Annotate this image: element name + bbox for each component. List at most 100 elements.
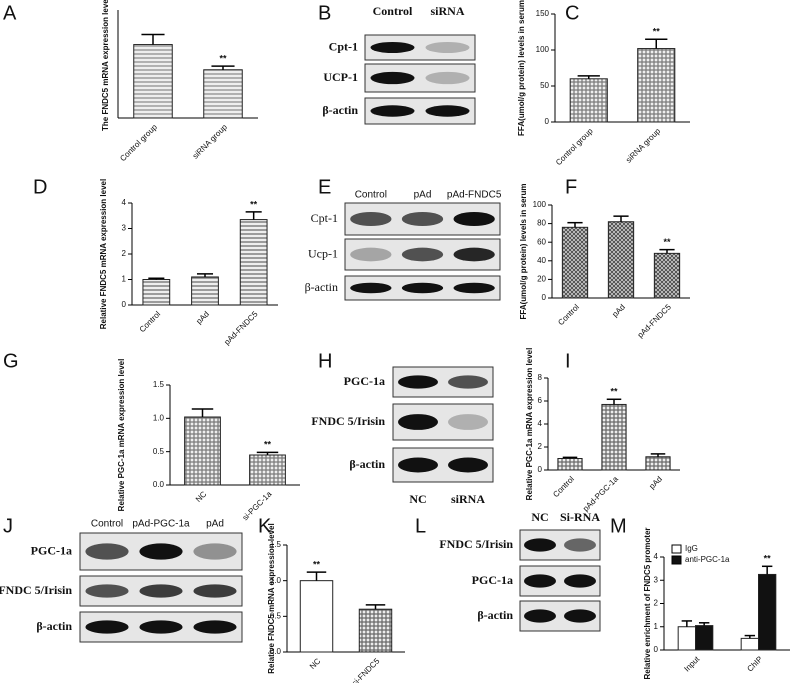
y-axis-label: Relative FNDC5 mRNA expression level bbox=[99, 179, 108, 329]
bar bbox=[184, 416, 221, 486]
error-bar bbox=[567, 221, 583, 228]
bar bbox=[239, 219, 268, 306]
x-tick-label: pAd bbox=[194, 310, 210, 326]
x-tick-label: Control group bbox=[118, 122, 159, 163]
error-bar bbox=[148, 277, 165, 280]
row-label: β-actin bbox=[477, 608, 513, 622]
legend-label: anti-PGC-1a bbox=[685, 555, 730, 564]
y-axis-label: FFA(umol/g protein) levels in serum bbox=[517, 0, 526, 136]
x-tick-label: NC bbox=[308, 656, 323, 671]
lane-label: Control bbox=[91, 519, 123, 530]
panel-letter: J bbox=[3, 515, 13, 537]
band bbox=[350, 211, 392, 227]
row-label: β-actin bbox=[305, 280, 338, 294]
significance: ** bbox=[663, 237, 671, 247]
row-label: FNDC 5/Irisin bbox=[439, 537, 513, 551]
y-axis-label: Relative PGC-1a mRNA expression level bbox=[525, 348, 534, 501]
row-label: PGC-1a bbox=[31, 543, 72, 557]
band bbox=[401, 282, 444, 294]
lane-label: NC bbox=[409, 492, 426, 506]
row-label: β-actin bbox=[322, 103, 358, 117]
y-tick-label: 150 bbox=[536, 9, 550, 18]
significance: ** bbox=[610, 387, 618, 397]
panel-letter: K bbox=[258, 515, 272, 537]
x-tick-label: pAd bbox=[647, 475, 663, 491]
y-tick-label: 3 bbox=[122, 224, 127, 233]
y-tick-label: 2 bbox=[122, 249, 127, 258]
y-tick-label: 0 bbox=[654, 645, 659, 654]
panel-letter: B bbox=[318, 2, 331, 24]
significance: ** bbox=[219, 54, 227, 64]
band bbox=[398, 457, 438, 473]
legend-swatch bbox=[671, 544, 682, 554]
x-tick-label: Control bbox=[556, 302, 581, 327]
band bbox=[564, 609, 596, 623]
significance: ** bbox=[764, 554, 772, 564]
y-tick-label: 1.0 bbox=[270, 576, 282, 585]
y-tick-label: 80 bbox=[537, 219, 546, 228]
row-label: PGC-1a bbox=[344, 374, 385, 388]
bar bbox=[142, 279, 171, 306]
error-bar bbox=[613, 215, 629, 222]
x-tick-label: pAd bbox=[610, 303, 626, 319]
band bbox=[564, 574, 596, 588]
bar bbox=[133, 44, 173, 119]
panel-letter: D bbox=[33, 176, 47, 198]
band bbox=[85, 584, 129, 598]
y-tick-label: 4 bbox=[538, 419, 543, 428]
y-tick-label: 0.5 bbox=[153, 447, 165, 456]
bar bbox=[601, 403, 627, 471]
band bbox=[401, 211, 444, 227]
y-tick-label: 0.5 bbox=[270, 611, 282, 620]
y-axis-label: Relative PGC-1a mRNA expression level bbox=[117, 359, 126, 512]
bar bbox=[561, 226, 589, 299]
error-bar bbox=[659, 248, 675, 254]
panel-letter: E bbox=[318, 176, 331, 198]
panel-letter: I bbox=[565, 350, 571, 372]
y-tick-label: 60 bbox=[537, 237, 546, 246]
x-tick-label: ChIP bbox=[745, 655, 764, 674]
band bbox=[139, 584, 183, 598]
error-bar bbox=[211, 65, 235, 70]
bar bbox=[299, 580, 334, 653]
panel-letter: C bbox=[565, 2, 579, 24]
y-tick-label: 4 bbox=[654, 552, 659, 561]
band bbox=[350, 247, 392, 262]
lane-label: siRNA bbox=[451, 492, 485, 506]
band bbox=[350, 282, 392, 294]
error-bar bbox=[577, 75, 600, 79]
y-tick-label: 4 bbox=[122, 198, 127, 207]
band bbox=[370, 71, 415, 85]
y-tick-label: 2 bbox=[654, 599, 659, 608]
y-tick-label: 1.0 bbox=[153, 413, 165, 422]
error-bar bbox=[306, 571, 327, 581]
y-axis-label: Relative FNDC5 mRNA expression level bbox=[267, 523, 276, 673]
row-label: Cpt-1 bbox=[329, 39, 358, 53]
panel-letter: F bbox=[565, 176, 577, 198]
bar bbox=[191, 276, 219, 306]
y-tick-label: 40 bbox=[537, 256, 546, 265]
y-tick-label: 3 bbox=[654, 575, 659, 584]
y-tick-label: 50 bbox=[540, 81, 549, 90]
band bbox=[193, 543, 237, 560]
error-bar bbox=[650, 453, 666, 457]
band bbox=[453, 211, 495, 227]
panel-letter: A bbox=[3, 2, 17, 24]
lane-label: Si-RNA bbox=[560, 510, 600, 524]
panel-letter: H bbox=[318, 350, 332, 372]
legend-swatch bbox=[671, 555, 682, 565]
y-tick-label: 100 bbox=[536, 45, 550, 54]
panel-letter: L bbox=[415, 515, 426, 537]
y-tick-label: 0.0 bbox=[270, 647, 282, 656]
row-label: β-actin bbox=[349, 457, 385, 471]
band bbox=[85, 620, 129, 634]
significance: ** bbox=[250, 199, 258, 209]
band bbox=[370, 105, 415, 117]
error-bar bbox=[645, 38, 668, 49]
bar bbox=[740, 637, 759, 651]
lane-label: Control bbox=[355, 190, 387, 201]
y-tick-label: 0 bbox=[542, 293, 547, 302]
band bbox=[453, 247, 495, 262]
y-tick-label: 1.5 bbox=[270, 540, 282, 549]
